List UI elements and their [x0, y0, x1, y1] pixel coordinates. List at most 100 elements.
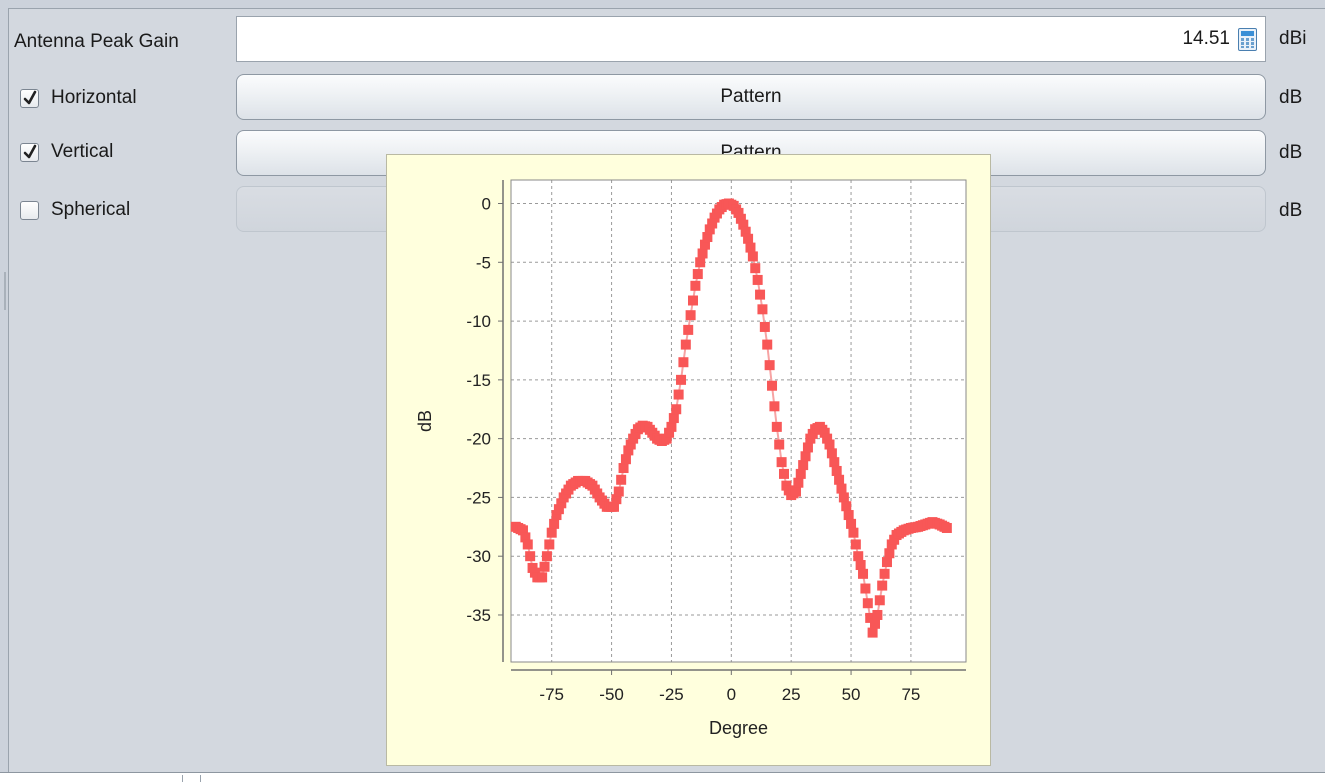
data-point: [707, 218, 718, 229]
data-point: [697, 248, 708, 259]
x-tick-label: 25: [782, 685, 801, 704]
antenna-peak-gain-label: Antenna Peak Gain: [14, 31, 179, 52]
data-point: [819, 427, 830, 438]
gain-unit-label: dBi: [1279, 28, 1307, 49]
data-point: [872, 609, 883, 620]
data-point: [673, 389, 684, 400]
data-point: [850, 539, 861, 550]
data-point: [790, 486, 801, 497]
data-point: [793, 477, 804, 488]
data-point: [549, 518, 560, 529]
data-point: [623, 445, 634, 456]
data-point: [774, 439, 785, 450]
data-point: [834, 474, 845, 485]
data-point: [522, 539, 533, 550]
spherical-checkbox[interactable]: [20, 200, 39, 220]
data-point: [846, 518, 857, 529]
data-point: [750, 263, 761, 274]
horizontal-checkbox-group[interactable]: Horizontal: [20, 78, 137, 118]
data-point: [745, 242, 756, 253]
x-tick-label: -50: [599, 685, 624, 704]
data-point: [539, 561, 550, 572]
data-point: [757, 304, 768, 315]
data-point: [764, 360, 775, 371]
data-point: [829, 457, 840, 468]
data-point: [802, 442, 813, 453]
spherical-unit-label: dB: [1279, 200, 1303, 221]
y-tick-label: -25: [466, 488, 491, 507]
data-point: [874, 595, 885, 606]
data-point: [759, 321, 770, 332]
data-point: [855, 560, 866, 571]
y-tick-label: 0: [482, 195, 491, 214]
data-point: [867, 627, 878, 638]
data-point: [879, 568, 890, 579]
vertical-checkbox-group[interactable]: Vertical: [20, 132, 113, 172]
data-point: [611, 494, 622, 505]
data-point: [695, 257, 706, 268]
x-tick-label: -75: [539, 685, 564, 704]
horizontal-checkbox[interactable]: [20, 88, 39, 108]
antenna-peak-gain-value[interactable]: 14.51: [1182, 28, 1230, 49]
data-point: [541, 551, 552, 562]
data-point: [661, 433, 672, 444]
data-point: [862, 598, 873, 609]
x-tick-label: 50: [842, 685, 861, 704]
data-point: [525, 551, 536, 562]
data-point: [747, 251, 758, 262]
y-tick-label: -35: [466, 606, 491, 625]
data-point: [620, 454, 631, 465]
pattern-chart: 0 -5 -10 -15 -20 -25 -30 -35 -75 -50 -25 0 25 50 75 Deg…: [415, 179, 967, 738]
y-tick-label: -20: [466, 430, 491, 449]
spherical-label: Spherical: [51, 199, 131, 220]
data-point: [740, 226, 751, 237]
vertical-label: Vertical: [51, 141, 114, 162]
data-point: [941, 522, 952, 533]
data-point: [668, 413, 679, 424]
data-point: [553, 504, 564, 515]
data-point: [877, 580, 888, 591]
data-point: [838, 492, 849, 503]
data-point: [771, 421, 782, 432]
vertical-checkbox[interactable]: [20, 142, 39, 162]
y-tick-label: -10: [466, 312, 491, 331]
y-tick-label: -5: [476, 253, 491, 272]
data-point: [800, 451, 811, 462]
calculator-icon[interactable]: [1238, 27, 1257, 51]
data-point: [843, 510, 854, 521]
x-tick-label: 0: [727, 685, 736, 704]
data-point: [881, 557, 892, 568]
x-tick-label: -25: [659, 685, 684, 704]
data-point: [537, 572, 548, 583]
data-point: [664, 427, 675, 438]
spherical-checkbox-group[interactable]: Spherical: [20, 190, 130, 230]
data-point: [551, 510, 562, 521]
data-point: [520, 532, 531, 543]
data-point: [743, 233, 754, 244]
data-point: [618, 463, 629, 474]
data-point: [767, 380, 778, 391]
data-point: [798, 460, 809, 471]
data-point: [544, 539, 555, 550]
data-point: [762, 339, 773, 350]
data-point: [865, 612, 876, 623]
data-point: [822, 433, 833, 444]
data-point: [702, 232, 713, 243]
data-point: [735, 213, 746, 224]
data-point: [608, 501, 619, 512]
data-point: [616, 474, 627, 485]
data-point: [779, 468, 789, 479]
data-point: [676, 374, 687, 385]
plot-frame: [510, 179, 967, 663]
data-point: [692, 269, 703, 280]
data-point: [733, 207, 744, 218]
data-point: [517, 525, 528, 536]
data-point: [776, 457, 787, 468]
data-point: [858, 568, 869, 579]
horizontal-pattern-button[interactable]: Pattern: [236, 74, 1266, 120]
data-point: [685, 310, 696, 321]
antenna-peak-gain-field[interactable]: 14.51: [236, 16, 1266, 62]
data-point: [826, 448, 837, 459]
splitter-handle[interactable]: [4, 272, 6, 310]
y-axis-label: dB: [415, 410, 435, 432]
